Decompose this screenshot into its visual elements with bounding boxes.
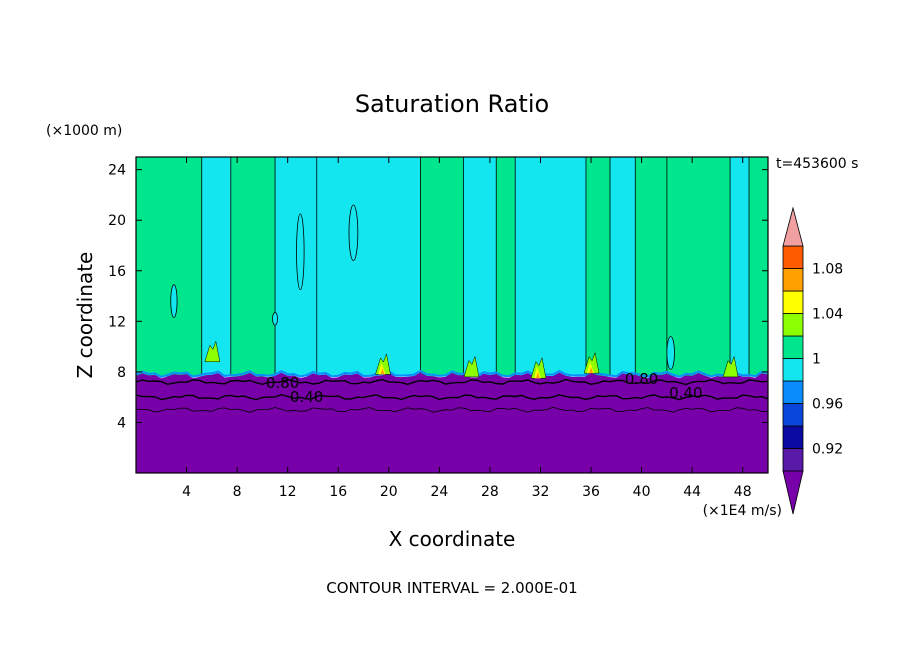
- colorbar-tick-label: 1.04: [812, 307, 843, 323]
- supersaturation-peak: [380, 368, 385, 375]
- supersaturation-core: [587, 361, 595, 374]
- supersaturation-core: [378, 362, 386, 375]
- x-tick-label: 36: [582, 484, 600, 500]
- supersaturation-peak: [535, 372, 540, 379]
- x-tick-label: 16: [329, 484, 347, 500]
- colorbar: 0.92 0.96 1 1.04 1.08: [782, 206, 843, 515]
- saturation-band: [463, 157, 497, 377]
- x-tick-label: 20: [380, 484, 398, 500]
- colorbar-tick-label: 1: [812, 352, 821, 368]
- colorbar-tick-label: 1.08: [812, 262, 843, 278]
- contour-label: 0.40: [669, 384, 702, 402]
- contour-line: [136, 406, 768, 413]
- colorbar-swatch: [782, 403, 804, 427]
- x-tick-label: 4: [182, 484, 191, 500]
- saturation-band: [585, 157, 610, 377]
- supersaturation-hotspot: [375, 353, 391, 375]
- transition-strip: [136, 369, 768, 378]
- y-tick-label: 4: [117, 415, 126, 431]
- contour-line: [136, 378, 768, 386]
- supersaturation-peak: [589, 367, 594, 374]
- saturation-band: [730, 157, 750, 377]
- x-axis-title: X coordinate: [389, 527, 516, 551]
- y-tick-label: 16: [108, 264, 126, 280]
- chart-title: Saturation Ratio: [355, 90, 549, 118]
- y-unit-label: (×1000 m): [46, 123, 122, 139]
- x-tick-label: 44: [683, 484, 701, 500]
- x-tick-label: 28: [481, 484, 499, 500]
- x-tick-label: 32: [532, 484, 550, 500]
- y-axis-title: Z coordinate: [73, 252, 97, 379]
- closed-contour: [296, 213, 305, 291]
- contour-lines: 0.800.400.800.40: [136, 370, 768, 413]
- colorbar-swatch: [782, 313, 804, 337]
- saturation-band: [749, 157, 768, 377]
- contour-label: 0.80: [625, 370, 658, 388]
- supersaturation-hotspot: [204, 340, 221, 363]
- contour-line: [136, 393, 768, 401]
- colorbar-over-arrow: [782, 206, 804, 247]
- colorbar-tick-label: 0.92: [812, 442, 843, 458]
- colorbar-swatch: [782, 335, 804, 359]
- y-axis: 4 8 12 16 20 24: [108, 163, 768, 431]
- x-tick-label: 24: [430, 484, 448, 500]
- x-axis: 4 8 12 16 20 24 28 32 36 40 44 48: [182, 157, 752, 500]
- supersaturation-hotspot: [530, 356, 547, 379]
- time-label: t=453600 s: [776, 156, 858, 172]
- contour-field: [136, 157, 768, 473]
- colorbar-swatch: [782, 425, 804, 449]
- y-tick-label: 12: [108, 314, 126, 330]
- y-tick-label: 20: [108, 213, 126, 229]
- colorbar-tick-label: 0.96: [812, 397, 843, 413]
- supersaturation-core: [533, 366, 541, 379]
- colorbar-under-arrow: [782, 470, 804, 515]
- colorbar-swatch: [782, 245, 804, 269]
- saturation-band: [275, 157, 317, 377]
- x-tick-label: 40: [633, 484, 651, 500]
- colorbar-swatch: [782, 290, 804, 314]
- contour-label: 0.80: [266, 374, 299, 392]
- contour-interval-footer: CONTOUR INTERVAL = 2.000E-01: [326, 579, 577, 597]
- colorbar-swatch: [782, 380, 804, 404]
- saturation-band: [316, 157, 421, 377]
- y-tick-label: 24: [108, 163, 126, 179]
- x-tick-label: 8: [233, 484, 242, 500]
- closed-contour: [348, 204, 359, 262]
- colorbar-swatch: [782, 448, 804, 472]
- closed-contour: [272, 312, 278, 326]
- plot-frame: [135, 156, 769, 474]
- x-tick-label: 48: [734, 484, 752, 500]
- saturation-band: [666, 157, 731, 377]
- colorbar-swatch: [782, 358, 804, 382]
- closed-contour: [666, 336, 675, 370]
- saturation-band: [201, 157, 231, 377]
- saturation-band: [635, 157, 667, 377]
- supersaturation-hotspot: [583, 351, 600, 374]
- supersaturation-hotspot: [722, 355, 739, 378]
- saturation-band: [420, 157, 464, 377]
- saturation-band: [230, 157, 276, 377]
- y-tick-label: 8: [117, 365, 126, 381]
- x-unit-label: (×1E4 m/s): [703, 503, 782, 519]
- contour-label: 0.40: [290, 388, 323, 406]
- saturation-band: [515, 157, 586, 377]
- saturation-band: [136, 157, 202, 377]
- colorbar-swatch: [782, 268, 804, 292]
- saturation-band: [496, 157, 516, 377]
- closed-contour: [170, 284, 178, 318]
- saturation-band: [610, 157, 636, 377]
- supersaturation-hotspot: [463, 355, 480, 378]
- x-tick-label: 12: [279, 484, 297, 500]
